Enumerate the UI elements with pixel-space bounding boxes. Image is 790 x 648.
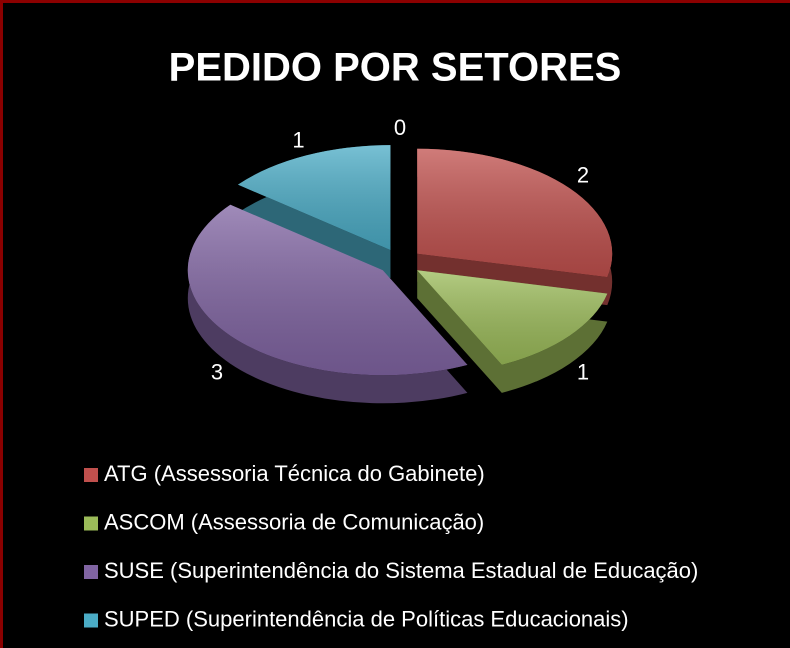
data-label: 1 <box>292 127 304 152</box>
pie: 2 1 3 1 0 <box>187 115 613 404</box>
legend-swatch <box>84 468 98 482</box>
slice-side <box>187 204 468 404</box>
legend-label: SUSE (Superintendência do Sistema Estadu… <box>104 558 698 583</box>
data-label: 0 <box>394 115 406 140</box>
slice-shade <box>417 148 613 278</box>
slice-tops <box>187 145 613 376</box>
slice-shade <box>237 145 391 251</box>
legend: ATG (Assessoria Técnica do Gabinete) ASCO… <box>84 461 698 631</box>
slice-shade <box>417 270 608 365</box>
data-label: 1 <box>577 359 589 384</box>
legend-label: SUPED (Superintendência de Políticas Edu… <box>104 606 629 631</box>
data-label: 3 <box>211 359 223 384</box>
legend-swatch <box>84 516 98 531</box>
legend-swatch <box>84 565 98 579</box>
slice-shade <box>187 204 468 376</box>
legend-label: ATG (Assessoria Técnica do Gabinete) <box>104 461 485 486</box>
chart-title: PEDIDO POR SETORES <box>169 46 622 90</box>
data-label: 2 <box>577 162 589 187</box>
legend-label: ASCOM (Assessoria de Comunicação) <box>104 509 484 534</box>
legend-swatch <box>84 613 98 628</box>
